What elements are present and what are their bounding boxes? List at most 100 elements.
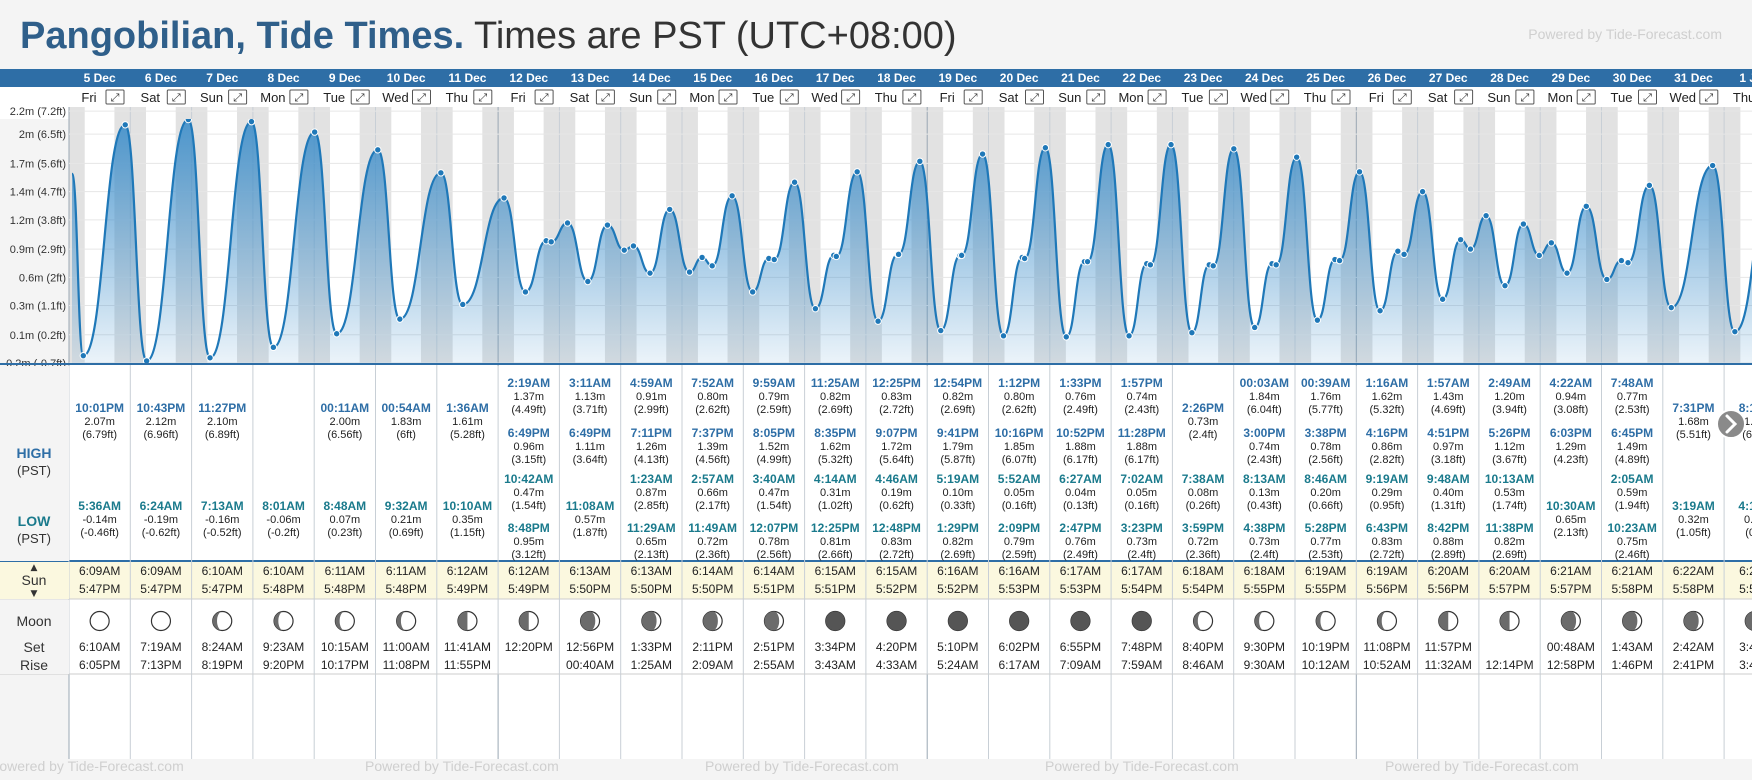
tide-low-point[interactable] — [1438, 295, 1447, 303]
tide-high-point[interactable] — [1617, 256, 1626, 265]
expand-day-button[interactable] — [473, 89, 493, 105]
tide-high-point[interactable] — [374, 146, 382, 154]
tide-low-point[interactable] — [1125, 332, 1133, 340]
tide-low-point[interactable] — [874, 317, 882, 325]
tide-low-point[interactable] — [620, 246, 628, 254]
expand-day-button[interactable] — [1208, 89, 1228, 105]
tide-high-point[interactable] — [1167, 140, 1175, 149]
tide-high-point[interactable] — [1355, 168, 1364, 176]
tide-high-point[interactable] — [728, 192, 736, 200]
tide-high-point[interactable] — [437, 169, 445, 177]
tide-low-point[interactable] — [894, 250, 903, 259]
tide-high-point[interactable] — [1418, 187, 1427, 196]
tide-low-point[interactable] — [999, 332, 1008, 340]
expand-day-button[interactable] — [657, 89, 677, 105]
tide-low-point[interactable] — [1272, 261, 1280, 269]
expand-day-button[interactable] — [1515, 89, 1535, 105]
expand-day-button[interactable] — [1147, 89, 1167, 105]
expand-day-button[interactable] — [1699, 89, 1719, 105]
tide-low-point[interactable] — [1250, 323, 1259, 332]
tide-low-point[interactable] — [1466, 245, 1475, 253]
expand-day-button[interactable] — [1392, 89, 1412, 105]
tide-low-point[interactable] — [1400, 250, 1408, 259]
tide-low-point[interactable] — [79, 351, 88, 360]
expand-day-button[interactable] — [1025, 89, 1044, 105]
tide-low-point[interactable] — [1501, 281, 1509, 290]
tide-high-point[interactable] — [1456, 236, 1465, 244]
tide-low-point[interactable] — [748, 288, 757, 296]
tide-high-point[interactable] — [629, 242, 638, 250]
tide-low-point[interactable] — [937, 326, 945, 335]
tide-high-point[interactable] — [1230, 145, 1238, 153]
tide-high-point[interactable] — [310, 128, 319, 136]
tide-low-point[interactable] — [459, 300, 467, 309]
tide-low-point[interactable] — [708, 262, 716, 270]
tide-low-point[interactable] — [1624, 258, 1632, 267]
tide-high-point[interactable] — [1104, 140, 1112, 149]
tide-high-point[interactable] — [665, 205, 674, 214]
expand-day-button[interactable] — [1638, 89, 1657, 105]
tide-high-point[interactable] — [790, 178, 799, 186]
expand-day-button[interactable] — [1454, 89, 1474, 105]
expand-day-button[interactable] — [166, 89, 186, 105]
expand-day-button[interactable] — [105, 89, 125, 105]
tide-low-point[interactable] — [1563, 269, 1571, 277]
expand-day-button[interactable] — [228, 89, 248, 105]
tide-low-point[interactable] — [685, 268, 694, 276]
expand-day-button[interactable] — [1331, 89, 1351, 105]
tide-high-point[interactable] — [500, 194, 508, 202]
expand-day-button[interactable] — [1270, 89, 1290, 105]
tide-low-point[interactable] — [957, 251, 966, 260]
expand-day-button[interactable] — [412, 89, 431, 105]
tide-high-point[interactable] — [1645, 181, 1654, 190]
tide-high-point[interactable] — [698, 253, 706, 262]
tide-high-point[interactable] — [853, 168, 861, 176]
tide-high-point[interactable] — [1292, 153, 1301, 161]
tide-low-point[interactable] — [1376, 307, 1384, 315]
expand-day-button[interactable] — [1576, 89, 1596, 105]
tide-low-point[interactable] — [1603, 275, 1611, 284]
tide-high-point[interactable] — [1547, 239, 1556, 247]
tide-low-point[interactable] — [206, 354, 214, 362]
expand-day-button[interactable] — [1086, 89, 1106, 105]
tide-low-point[interactable] — [396, 315, 404, 323]
tide-high-point[interactable] — [978, 150, 987, 158]
tide-low-point[interactable] — [1062, 333, 1070, 341]
tide-high-point[interactable] — [1519, 220, 1528, 228]
expand-day-button[interactable] — [963, 89, 983, 105]
tide-low-point[interactable] — [1188, 328, 1196, 337]
expand-day-button[interactable] — [534, 89, 554, 105]
tide-low-point[interactable] — [547, 238, 555, 246]
tide-low-point[interactable] — [1020, 254, 1029, 263]
tide-high-point[interactable] — [1394, 247, 1402, 255]
tide-high-point[interactable] — [563, 219, 572, 227]
tide-low-point[interactable] — [832, 252, 841, 261]
tide-low-point[interactable] — [1083, 257, 1092, 266]
expand-day-button[interactable] — [779, 89, 799, 105]
tide-low-point[interactable] — [1535, 251, 1543, 260]
tide-low-point[interactable] — [1335, 256, 1344, 265]
next-days-button[interactable] — [1716, 409, 1746, 439]
tide-high-point[interactable] — [1582, 202, 1591, 210]
tide-high-point[interactable] — [603, 221, 612, 229]
expand-day-button[interactable] — [350, 89, 370, 105]
tide-high-point[interactable] — [1482, 211, 1490, 220]
tide-low-point[interactable] — [1313, 316, 1322, 324]
tide-low-point[interactable] — [269, 343, 278, 352]
tide-high-point[interactable] — [184, 116, 193, 124]
tide-low-point[interactable] — [811, 304, 820, 313]
tide-low-point[interactable] — [1209, 262, 1217, 270]
tide-low-point[interactable] — [1146, 261, 1155, 269]
tide-high-point[interactable] — [916, 157, 924, 166]
expand-day-button[interactable] — [902, 89, 922, 105]
expand-day-button[interactable] — [595, 89, 615, 105]
tide-low-point[interactable] — [646, 269, 654, 277]
tide-low-point[interactable] — [521, 288, 530, 296]
tide-high-point[interactable] — [1041, 144, 1050, 152]
expand-day-button[interactable] — [841, 89, 861, 105]
tide-high-point[interactable] — [121, 121, 129, 129]
expand-day-button[interactable] — [718, 89, 738, 105]
tide-high-point[interactable] — [1708, 161, 1717, 170]
tide-low-point[interactable] — [770, 255, 778, 264]
tide-low-point[interactable] — [1731, 327, 1739, 336]
